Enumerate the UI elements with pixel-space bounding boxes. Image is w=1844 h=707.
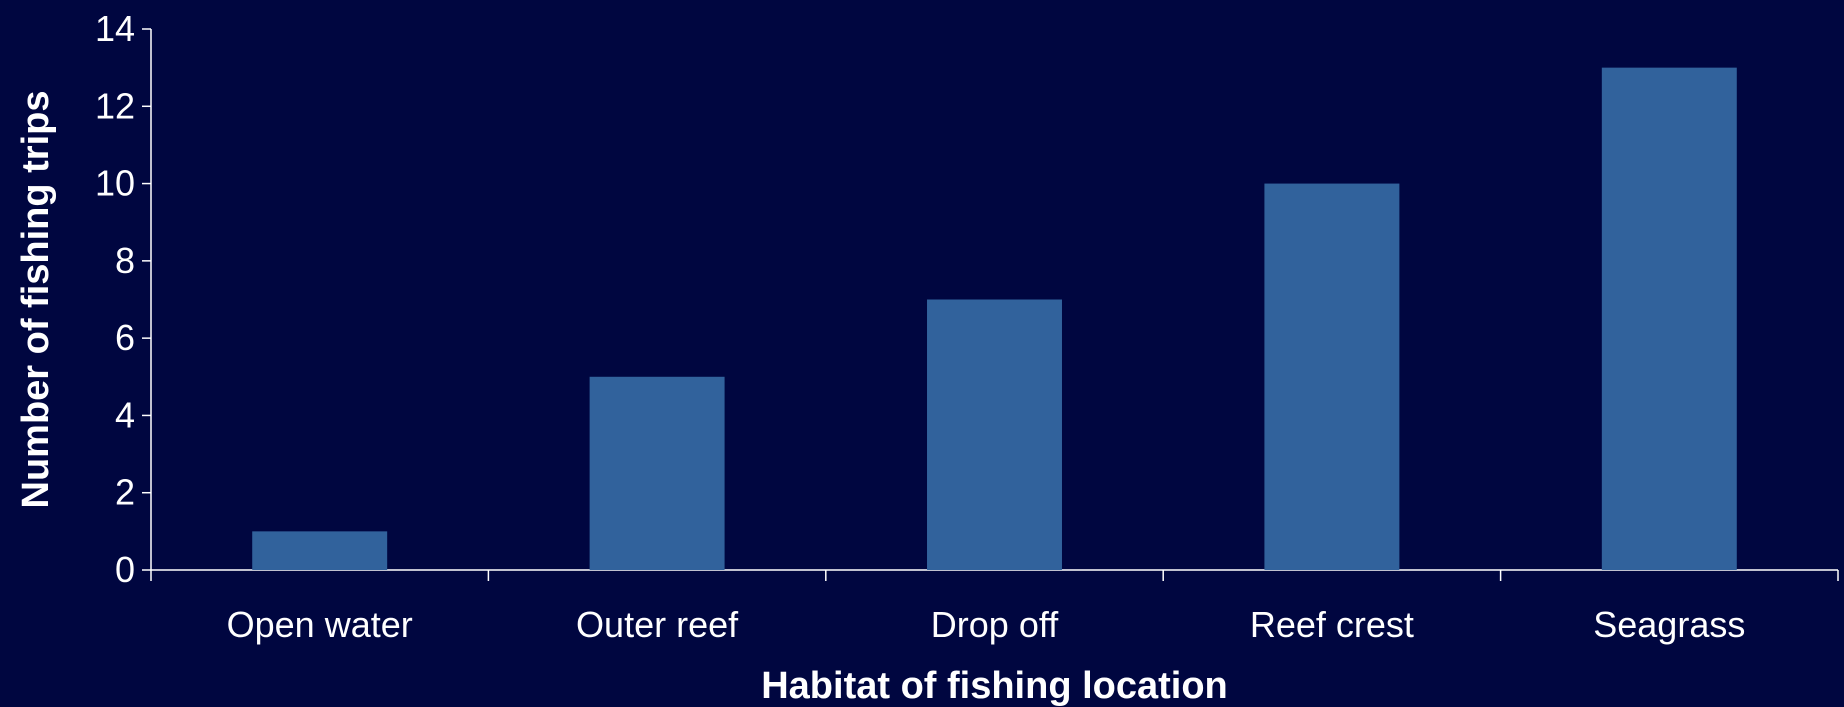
x-tick-label: Open water <box>227 604 413 645</box>
x-tick-label: Drop off <box>931 604 1059 645</box>
bar <box>927 299 1062 570</box>
y-tick-label: 0 <box>115 549 135 590</box>
bars-group <box>252 67 1737 571</box>
x-tick-label: Outer reef <box>576 604 739 645</box>
bar <box>1601 67 1737 571</box>
y-axis: 0 2 4 6 8 10 12 14 <box>95 8 152 590</box>
x-axis: Open water Outer reef Drop off Reef crest Se… <box>150 569 1839 645</box>
y-tick-label: 12 <box>95 85 135 126</box>
bar <box>252 531 388 570</box>
x-tick-label: Reef crest <box>1250 604 1414 645</box>
x-axis-title: Habitat of fishing location <box>761 665 1228 707</box>
bar <box>1264 183 1400 571</box>
y-tick-label: 4 <box>115 394 135 435</box>
y-axis-title: Number of fishing trips <box>15 91 57 509</box>
bar <box>589 376 725 570</box>
x-tick-label: Seagrass <box>1593 604 1745 645</box>
y-tick-label: 2 <box>115 472 135 513</box>
y-tick-label: 10 <box>95 163 135 204</box>
y-tick-label: 8 <box>115 240 135 281</box>
y-tick-label: 14 <box>95 8 135 49</box>
y-tick-label: 6 <box>115 317 135 358</box>
